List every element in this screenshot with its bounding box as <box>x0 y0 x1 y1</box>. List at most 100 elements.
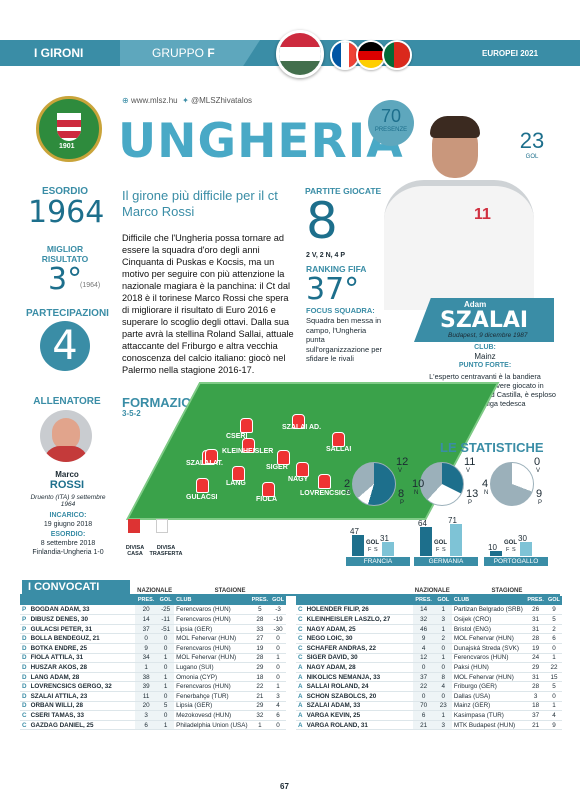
website-link[interactable]: www.mlsz.hu <box>130 96 178 105</box>
table-row: P DIBUSZ DENES, 30 14 -11 Ferencvaros (HUN) 2… <box>20 614 286 625</box>
losses-value: 8 <box>398 488 405 500</box>
ranking-label: RANKING FIFA <box>306 264 367 274</box>
focus-text: Squadra ben messa in campo, l'Ungheria p… <box>306 316 383 363</box>
partecipazioni-value: 4 <box>40 321 90 371</box>
draws-letter: N <box>414 490 419 496</box>
gol-s-letter: S <box>374 547 378 553</box>
partite-value: 8 <box>306 192 338 250</box>
goals-against-value: 31 <box>380 533 389 543</box>
edition-label: EUROPEI 2021 <box>482 49 539 58</box>
convocati-rule <box>20 594 560 596</box>
hungary-flag-icon <box>276 30 324 78</box>
table-row: C NEGO LOIC, 30 9 2 MOL Fehervar (HUN) 28 6 <box>296 633 562 645</box>
article-body: Difficile che l'Ungheria possa tornare a… <box>122 233 294 375</box>
gol-f-letter: F <box>506 547 510 553</box>
table-row: D FIOLA ATTILA, 31 34 1 MOL Fehervar (HUN) 28… <box>20 653 286 664</box>
goals-against-value: 71 <box>448 515 457 525</box>
stats-team-name: FRANCIA <box>346 557 410 566</box>
table-row: P GULACSI PETER, 31 37 -51 Lipsia (GER) 33 -30 <box>20 624 286 635</box>
table-row: D SZALAI ATTILA, 23 11 0 Fenerbahçe (TUR) 21 3 <box>20 691 286 702</box>
focus-label: FOCUS SQUADRA: <box>306 306 375 315</box>
article-title: Il girone più difficile per il ct Marco … <box>122 188 278 219</box>
miglior-year: (1964) <box>80 282 101 289</box>
partecipazioni-label: PARTECIPAZIONI <box>26 308 109 319</box>
table-row: A VARGA ROLAND, 31 21 3 MTK Budapest (HUN) 21… <box>296 720 562 731</box>
forte-label: PUNTO FORTE: <box>458 362 512 369</box>
miglior-value: 3° <box>48 262 83 297</box>
results-pie <box>420 462 464 506</box>
wins-value: 12 <box>396 456 409 468</box>
ranking-value: 37° <box>306 272 360 307</box>
table-row: D LOVRENCSICS GERGO, 32 39 1 Ferencvaros (HU… <box>20 681 286 693</box>
coach-esordio-date: 8 settembre 2018 <box>40 540 96 547</box>
table-row: A SCHON SZABOLCS, 20 0 0 Dallas (USA) 3 0 <box>296 691 562 702</box>
table-row: C SCHAFER ANDRAS, 22 4 0 Dunajská Streda (SV… <box>296 643 562 654</box>
esordio-value: 1964 <box>28 195 105 230</box>
table-row: D BOLLA BENDEGUZ, 21 0 0 MOL Fehervar (HUN) 2… <box>20 633 286 645</box>
federation-crest-icon: 1901 <box>36 96 102 162</box>
table-row: C CSERI TAMAS, 33 3 0 Mezokovesd (HUN) 32 6 <box>20 710 286 721</box>
coach-birth: Druento (ITA) 9 settembre 1964 <box>30 494 106 508</box>
club-label: CLUB: <box>474 344 496 351</box>
incarico-value: 19 giugno 2018 <box>43 521 93 528</box>
twitter-icon: ✦ <box>182 96 189 105</box>
table-row: A NAGY ADAM, 28 0 0 Paksi (HUN) 29 22 <box>296 662 562 673</box>
player-name-box <box>414 298 554 342</box>
gol-f-letter: F <box>368 547 372 553</box>
home-kit-icon <box>128 519 140 533</box>
player-last-name: SZALAI <box>440 308 529 333</box>
social-links: ⊕ www.mlsz.hu ✦ @MLSZhivatalos <box>122 96 252 105</box>
table-row: C KLEINHEISLER LASZLO, 27 32 3 Osijek (CRO) 3… <box>296 614 562 625</box>
convocati-table-right: NAZIONALE STAGIONE PRES. GOL CLUB PRES. GOL C HO… <box>296 586 562 731</box>
goals-for-value: 47 <box>350 526 359 536</box>
coach-esordio-match: Finlandia-Ungheria 1-0 <box>32 549 104 556</box>
table-row: A SZALAI ADAM, 33 70 23 Mainz (GER) 18 1 <box>296 701 562 712</box>
coach-photo <box>40 410 92 462</box>
table-row: D LANG ADAM, 28 38 1 Omonia (CYP) 18 0 <box>20 672 286 683</box>
gol-s-letter: S <box>442 547 446 553</box>
presenze-badge: 70 PRESENZE <box>368 100 414 146</box>
draws-value: 10 <box>412 478 425 490</box>
portugal-flag-icon <box>382 40 412 70</box>
gol-badge: 23 GOL <box>519 128 545 160</box>
stats-title: LE STATISTICHE <box>440 440 544 455</box>
results-pie <box>352 462 396 506</box>
shirt-number: 11 <box>474 206 491 223</box>
losses-value: 13 <box>466 488 479 500</box>
partite-detail: 2 V, 2 N, 4 P <box>306 252 346 259</box>
table-row: P BOGDAN ADAM, 33 20 -25 Ferencvaros (HUN) 5-… <box>20 605 286 616</box>
losses-value: 9 <box>536 488 543 500</box>
gol-label: GOL <box>434 540 447 546</box>
wins-letter: V <box>536 468 541 474</box>
stats-team-name: GERMANIA <box>414 557 478 566</box>
goals-against-bar <box>520 542 532 556</box>
group-label-over: GRUPPO F <box>152 46 215 60</box>
away-kit-icon <box>156 519 168 533</box>
convocati-title: I CONVOCATI <box>22 580 130 594</box>
team-name: UNGHERIA <box>118 114 404 169</box>
wins-value: 0 <box>534 456 541 468</box>
draws-letter: N <box>346 490 351 496</box>
results-pie <box>490 462 534 506</box>
page-number: 67 <box>280 782 289 791</box>
gol-s-letter: S <box>512 547 516 553</box>
wins-value: 11 <box>464 456 476 468</box>
table-row: A VARGA KEVIN, 25 6 1 Kasimpasa (TUR) 37 4 <box>296 710 562 721</box>
coach-label: ALLENATORE <box>33 396 101 407</box>
coach-esordio-label: ESORDIO: <box>50 531 86 538</box>
incarico-label: INCARICO: <box>49 512 87 519</box>
player-first-name: Adam <box>464 300 487 309</box>
miglior-label: MIGLIOR RISULTATO <box>41 244 89 264</box>
gol-label: GOL <box>366 540 379 546</box>
goals-against-bar <box>450 523 462 556</box>
draws-value: 2 <box>344 478 351 490</box>
player-photo: 11 <box>384 110 538 310</box>
twitter-link[interactable]: @MLSZhivatalos <box>191 96 253 105</box>
formation-scheme: 3-5-2 <box>122 409 141 418</box>
losses-letter: P <box>538 500 543 506</box>
coach-last: ROSSI <box>49 479 85 491</box>
table-row: A NIKOLICS NEMANJA, 33 37 8 MOL Fehervar (HU… <box>296 672 562 683</box>
goals-for-value: 64 <box>418 518 427 528</box>
gol-label: GOL <box>504 540 517 546</box>
